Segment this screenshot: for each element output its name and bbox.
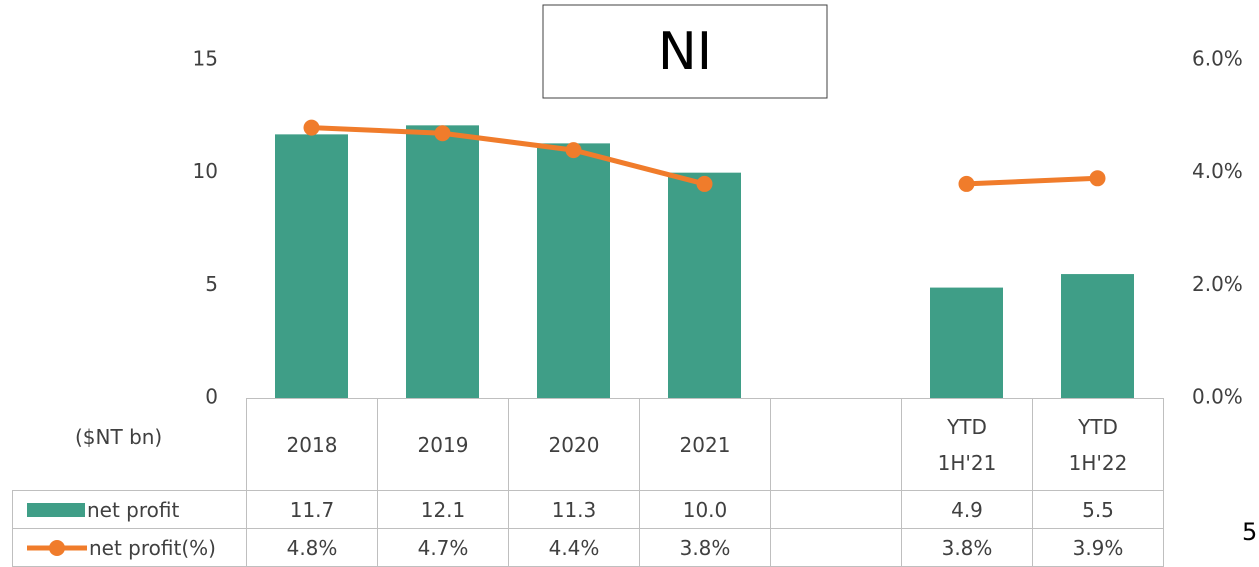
line-marker	[1089, 170, 1106, 187]
legend-swatch	[27, 502, 85, 517]
data-label: 10.0	[639, 490, 771, 529]
legend-line	[27, 539, 87, 556]
line	[311, 125, 706, 187]
x-tick-label: 2020	[508, 398, 640, 491]
legend-swatch	[27, 538, 87, 558]
chart-title: NI	[658, 22, 712, 82]
page-number: 5	[1242, 518, 1258, 546]
data-label: 3.9%	[1032, 528, 1164, 567]
data-label: 12.1	[377, 490, 509, 529]
legend-entry: net profit(%)	[12, 528, 247, 567]
title-box	[542, 4, 828, 99]
y-tick-label: 10	[193, 159, 218, 183]
data-label	[770, 490, 902, 529]
line-marker	[958, 175, 975, 192]
line-marker	[303, 119, 320, 136]
bar	[406, 125, 479, 398]
bar	[537, 143, 610, 398]
bar	[1061, 274, 1134, 398]
bar	[930, 287, 1003, 398]
y-tick-label: 0	[205, 385, 218, 409]
x-tick-label: 2018	[246, 398, 378, 491]
data-label: 4.8%	[246, 528, 378, 567]
bar	[275, 134, 348, 399]
bar	[668, 172, 741, 398]
x-tick-label: YTD 1H'22	[1032, 398, 1164, 491]
data-label: 11.3	[508, 490, 640, 529]
line-marker	[565, 142, 582, 159]
data-label: 4.7%	[377, 528, 509, 567]
data-label: 4.4%	[508, 528, 640, 567]
x-tick-label: 2021	[639, 398, 771, 491]
y-tick-label: 5	[205, 272, 218, 296]
line-marker	[696, 175, 713, 192]
y2-tick-label: 4.0%	[1192, 159, 1243, 183]
y2-tick-label: 6.0%	[1192, 47, 1243, 71]
line-marker	[434, 125, 451, 142]
line	[966, 175, 1098, 187]
data-label	[770, 528, 902, 567]
legend-entry: net profit	[12, 490, 247, 529]
data-label: 11.7	[246, 490, 378, 529]
legend-label: net profit	[87, 497, 180, 522]
x-tick-label: YTD 1H'21	[901, 398, 1033, 491]
x-tick-label	[770, 398, 902, 491]
x-tick-label: 2019	[377, 398, 509, 491]
data-label: 3.8%	[901, 528, 1033, 567]
y2-tick-label: 2.0%	[1192, 272, 1243, 296]
y-tick-label: 15	[193, 47, 218, 71]
legend-label: net profit(%)	[89, 535, 216, 560]
y-axis-label: ($NT bn)	[75, 425, 163, 449]
data-label: 3.8%	[639, 528, 771, 567]
data-label: 4.9	[901, 490, 1033, 529]
data-label: 5.5	[1032, 490, 1164, 529]
y2-tick-label: 0.0%	[1192, 385, 1243, 409]
